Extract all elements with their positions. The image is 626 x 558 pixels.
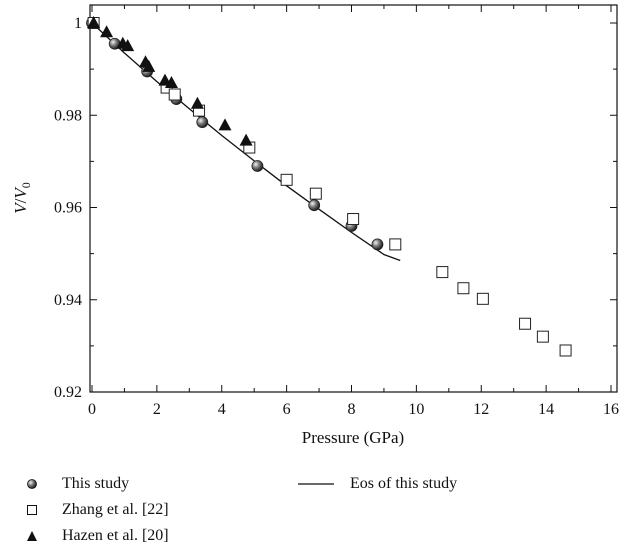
y-tick-label: 0.92 — [54, 384, 82, 401]
legend-item-eos: Eos of this study — [298, 474, 457, 494]
y-tick-label: 1 — [74, 15, 82, 32]
zhang-point — [347, 213, 360, 226]
data-points — [86, 16, 572, 357]
y-tick-label: 0.98 — [54, 107, 82, 124]
zhang-point — [476, 292, 489, 305]
hazen-point — [190, 96, 204, 109]
filled-triangle-marker-icon — [26, 526, 48, 546]
open-square-marker-icon — [26, 500, 48, 520]
y-title-slash: / — [11, 198, 30, 203]
x-tick-label: 14 — [538, 401, 554, 418]
x-tick-label: 0 — [88, 401, 96, 418]
zhang-point — [309, 187, 322, 200]
hazen-point — [142, 59, 156, 72]
zhang-point — [559, 344, 572, 357]
this-study-point — [251, 160, 264, 172]
y-title-denominator: V — [11, 186, 30, 199]
hazen-point — [239, 133, 253, 146]
hazen-point — [100, 25, 114, 38]
y-title-subscript: 0 — [19, 182, 33, 188]
hazen-point — [121, 39, 135, 52]
zhang-point — [436, 266, 449, 279]
hazen-point — [87, 16, 101, 28]
y-axis-title: V/V0 — [11, 182, 33, 214]
line-marker-icon — [298, 474, 336, 494]
zhang-point — [519, 317, 532, 330]
legend-label: This study — [62, 475, 130, 492]
x-tick-label: 12 — [473, 401, 489, 418]
axis-ticks: 0 2 4 6 8 10 12 14 16 0.92 0.94 0.96 0.98 1 — [54, 5, 619, 418]
x-tick-label: 4 — [218, 401, 226, 418]
plot-frame — [89, 4, 618, 393]
scatter-chart: 0 2 4 6 8 10 12 14 16 0.92 0.94 0.96 0.98 1 Pressure … — [11, 4, 619, 447]
this-study-point — [308, 199, 321, 212]
zhang-point — [168, 88, 181, 101]
this-study-point — [196, 116, 209, 129]
zhang-point — [457, 282, 470, 295]
legend-label: Hazen et al. [20] — [62, 527, 169, 544]
x-tick-label: 6 — [283, 401, 291, 418]
zhang-point — [536, 330, 549, 343]
x-tick-label: 8 — [348, 401, 356, 418]
legend-item-zhang: Zhang et al. [22] — [26, 500, 169, 520]
x-tick-label: 2 — [153, 401, 161, 418]
zhang-point — [280, 173, 293, 186]
legend-item-hazen: Hazen et al. [20] — [26, 526, 169, 546]
legend-label: Zhang et al. [22] — [62, 501, 169, 518]
x-axis-title: Pressure (GPa) — [302, 428, 404, 447]
legend-label: Eos of this study — [350, 475, 458, 492]
hazen-point — [218, 118, 232, 131]
legend-item-this-study: This study — [26, 474, 129, 494]
zhang-point — [389, 238, 402, 251]
hazen-point — [164, 75, 178, 88]
legend: This study Eos of this study Zhang et al… — [26, 474, 626, 558]
x-tick-label: 10 — [408, 401, 424, 418]
y-title-numerator: V — [11, 201, 30, 214]
shaded-circle-marker-icon — [26, 474, 48, 494]
x-tick-label: 16 — [603, 401, 619, 418]
y-tick-label: 0.94 — [54, 292, 82, 309]
this-study-point — [371, 238, 384, 251]
y-tick-label: 0.96 — [54, 200, 82, 217]
